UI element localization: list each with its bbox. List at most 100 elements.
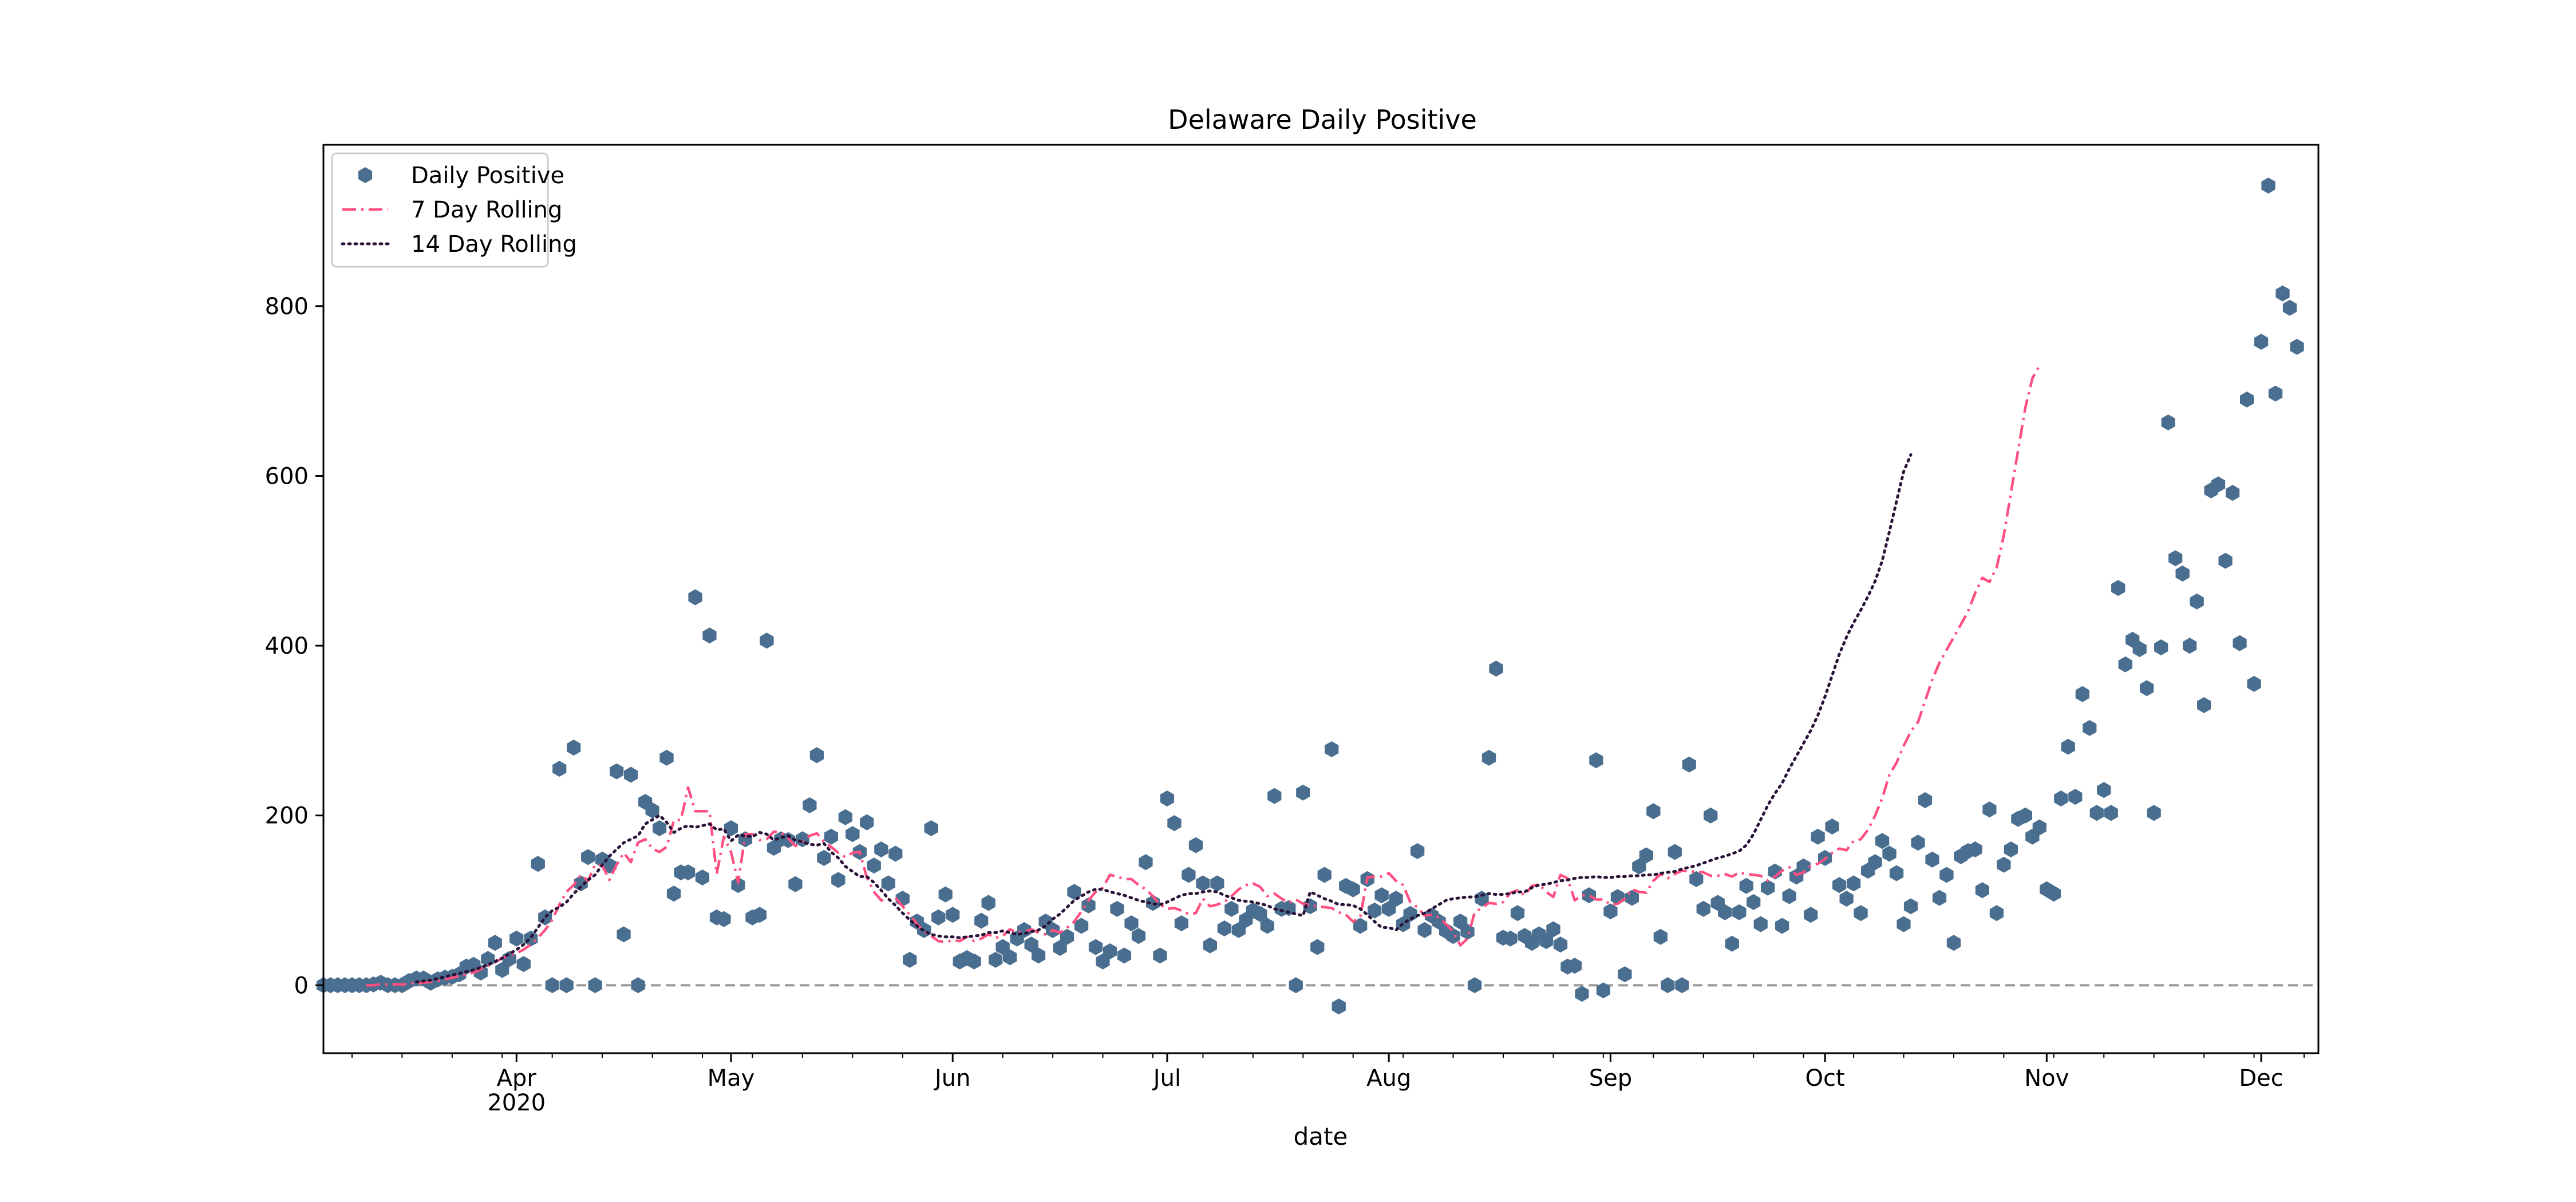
data-point	[1510, 905, 1525, 922]
data-point	[981, 895, 995, 911]
data-point	[1210, 875, 1224, 892]
data-point	[1489, 661, 1503, 677]
data-point	[974, 912, 989, 929]
data-point	[1567, 958, 1582, 974]
data-point	[1775, 918, 1789, 934]
data-point	[1682, 756, 1696, 773]
data-point	[1253, 906, 1267, 922]
data-point	[1188, 837, 1203, 853]
data-point	[824, 828, 838, 845]
data-point	[1453, 914, 1468, 930]
data-point	[1603, 903, 1618, 920]
data-point	[1753, 916, 1768, 932]
data-point	[874, 841, 888, 857]
series-line-7-day-rolling	[366, 365, 2041, 987]
data-point	[1739, 877, 1753, 894]
data-point	[1325, 741, 1339, 757]
x-tick-label: Sep	[1589, 1065, 1632, 1092]
data-point	[509, 930, 524, 947]
data-point	[1646, 803, 1661, 820]
data-point	[1832, 877, 1847, 893]
data-point	[1475, 891, 1489, 907]
y-tick-label: 600	[265, 463, 309, 489]
data-point	[2161, 414, 2175, 430]
data-point	[1761, 879, 1775, 896]
data-point	[1553, 936, 1568, 953]
legend-item-daily-positive: Daily Positive	[358, 163, 564, 189]
data-point	[1224, 900, 1239, 917]
data-point	[1217, 920, 1231, 936]
data-point	[1911, 835, 1925, 851]
data-point	[1024, 936, 1038, 953]
data-point	[1782, 888, 1796, 904]
legend-box	[331, 152, 549, 268]
data-point	[1389, 891, 1403, 907]
data-point	[1618, 966, 1632, 983]
data-point	[2061, 738, 2075, 755]
data-point	[617, 926, 631, 943]
data-point	[1131, 928, 1146, 944]
data-point	[659, 749, 674, 766]
data-point	[666, 885, 681, 902]
data-point	[888, 845, 903, 862]
data-point	[1903, 898, 1918, 915]
data-point	[1231, 922, 1246, 938]
data-point	[2190, 593, 2204, 610]
data-point	[1153, 947, 1167, 964]
data-point	[1854, 905, 1868, 922]
data-point	[2218, 552, 2233, 569]
data-point	[788, 876, 803, 892]
data-point	[567, 740, 581, 756]
x-tick-label: Aug	[1366, 1065, 1411, 1092]
data-point	[1081, 897, 1096, 914]
data-point	[645, 802, 659, 819]
data-point	[1889, 865, 1904, 881]
chart-title: Delaware Daily Positive	[1168, 104, 1477, 135]
data-point	[1868, 854, 1882, 871]
data-point	[2104, 805, 2118, 821]
data-point	[2290, 339, 2304, 355]
data-point	[1368, 902, 1382, 919]
data-point	[2168, 550, 2183, 567]
data-point	[2068, 789, 2083, 805]
x-tick-label: Jul	[1152, 1065, 1181, 1092]
data-point	[1074, 918, 1089, 934]
data-point	[2282, 299, 2297, 316]
data-point	[1897, 916, 1911, 932]
data-point	[760, 632, 774, 649]
data-point	[1160, 790, 1175, 806]
data-point	[2111, 580, 2125, 596]
data-point	[653, 820, 667, 836]
data-point	[610, 763, 624, 780]
data-point	[1968, 841, 1982, 857]
data-point	[2075, 686, 2089, 702]
data-point	[1296, 784, 1310, 801]
data-point	[1632, 858, 1646, 875]
data-point	[724, 820, 738, 836]
data-point	[624, 766, 638, 783]
data-point	[488, 935, 502, 951]
data-point	[2226, 485, 2240, 501]
data-point	[1467, 977, 1482, 994]
data-point	[1982, 801, 1997, 818]
data-point	[938, 886, 953, 903]
plot-frame	[322, 144, 2320, 1054]
data-point	[1503, 930, 1518, 947]
data-point	[1989, 905, 2004, 922]
data-point	[2140, 680, 2154, 697]
data-point	[1260, 918, 1274, 934]
data-point	[2132, 641, 2147, 657]
legend-label-14-day-rolling: 14 Day Rolling	[411, 231, 577, 258]
data-point	[1704, 807, 1718, 824]
data-point	[1053, 940, 1067, 956]
data-point	[1417, 922, 1432, 938]
data-point	[1167, 815, 1182, 832]
y-tick-label: 800	[265, 294, 309, 320]
data-point	[688, 589, 702, 606]
data-point	[1975, 882, 1989, 899]
data-point	[2197, 697, 2211, 713]
data-point	[1653, 928, 1668, 945]
data-point	[495, 962, 509, 978]
x-tick-label: Nov	[2024, 1065, 2069, 1092]
